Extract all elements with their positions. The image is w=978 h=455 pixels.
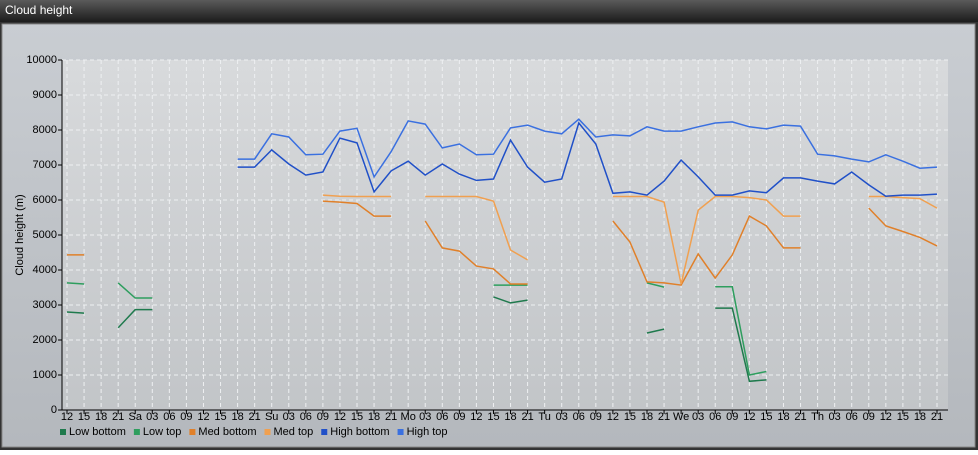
x-tick-label: 03 [146, 411, 158, 423]
legend-label: Med bottom [198, 426, 256, 438]
x-tick-label: 03 [419, 411, 431, 423]
y-tick-label: 3000 [33, 299, 57, 311]
x-tick-label: Tu [538, 411, 550, 423]
legend-label: Med top [274, 426, 314, 438]
x-tick-label: 15 [78, 411, 90, 423]
legend-label: High top [407, 426, 448, 438]
x-tick-label: Mo [401, 411, 416, 423]
x-tick-label: 21 [794, 411, 806, 423]
x-tick-label: Th [811, 411, 824, 423]
x-tick-label: 18 [95, 411, 107, 423]
legend-swatch [133, 429, 140, 435]
y-tick-label: 4000 [33, 264, 57, 276]
x-tick-label: Su [265, 411, 278, 423]
x-tick-label: 15 [214, 411, 226, 423]
chart-title: Cloud height [5, 3, 73, 17]
x-tick-label: 18 [504, 411, 516, 423]
legend-swatch [321, 429, 328, 435]
y-axis-label: Cloud height (m) [14, 194, 26, 275]
legend-label: Low top [143, 426, 182, 438]
x-tick-label: 21 [249, 411, 261, 423]
y-tick-label: 8000 [33, 124, 57, 136]
x-tick-label: 18 [914, 411, 926, 423]
y-tick-label: 10000 [26, 54, 57, 66]
x-tick-label: 18 [231, 411, 243, 423]
x-tick-label: 15 [351, 411, 363, 423]
series-line [237, 118, 938, 179]
x-tick-label: 06 [709, 411, 721, 423]
series-line [322, 194, 938, 285]
x-tick-label: 15 [624, 411, 636, 423]
y-tick-label: 0 [51, 404, 57, 416]
x-tick-label: 06 [436, 411, 448, 423]
x-tick-label: 03 [556, 411, 568, 423]
y-tick-label: 9000 [33, 89, 57, 101]
legend-swatch [264, 429, 271, 435]
y-tick-label: 7000 [33, 159, 57, 171]
legend-label: High bottom [330, 426, 389, 438]
x-tick-label: 06 [573, 411, 585, 423]
x-tick-label: 18 [368, 411, 380, 423]
x-tick-label: 06 [846, 411, 858, 423]
legend-label: Low bottom [69, 426, 126, 438]
x-tick-label: 09 [453, 411, 465, 423]
series-line [66, 282, 767, 376]
y-tick-label: 1000 [33, 369, 57, 381]
x-tick-label: 12 [880, 411, 892, 423]
x-tick-label: 06 [300, 411, 312, 423]
series-line [66, 296, 767, 383]
x-tick-label: 09 [726, 411, 738, 423]
x-tick-label: 09 [180, 411, 192, 423]
series-line [237, 121, 938, 197]
y-tick-label: 6000 [33, 194, 57, 206]
x-tick-label: 09 [317, 411, 329, 423]
x-tick-label: 12 [61, 411, 73, 423]
x-tick-label: 18 [641, 411, 653, 423]
x-tick-label: 12 [607, 411, 619, 423]
x-tick-label: 12 [334, 411, 346, 423]
x-tick-label: 21 [521, 411, 533, 423]
x-tick-label: 15 [897, 411, 909, 423]
x-tick-label: 21 [931, 411, 943, 423]
x-tick-label: 12 [470, 411, 482, 423]
title-bar [0, 0, 978, 22]
legend-swatch [60, 429, 66, 435]
x-tick-label: 12 [197, 411, 209, 423]
x-tick-label: 03 [829, 411, 841, 423]
x-tick-label: 06 [163, 411, 175, 423]
x-tick-label: 18 [777, 411, 789, 423]
legend-swatch [397, 429, 404, 435]
y-tick-label: 2000 [33, 334, 57, 346]
x-tick-label: 15 [487, 411, 499, 423]
series-line [67, 200, 938, 286]
x-tick-label: 09 [590, 411, 602, 423]
x-tick-label: 21 [112, 411, 124, 423]
legend-swatch [189, 429, 196, 435]
x-tick-label: 09 [863, 411, 875, 423]
x-tick-label: 21 [658, 411, 670, 423]
x-tick-label: 03 [283, 411, 295, 423]
x-tick-label: We [673, 411, 689, 423]
x-tick-label: 21 [385, 411, 397, 423]
x-tick-label: 03 [692, 411, 704, 423]
y-tick-label: 5000 [33, 229, 57, 241]
x-tick-label: Sa [129, 411, 143, 423]
x-tick-label: 15 [760, 411, 772, 423]
x-tick-label: 12 [743, 411, 755, 423]
